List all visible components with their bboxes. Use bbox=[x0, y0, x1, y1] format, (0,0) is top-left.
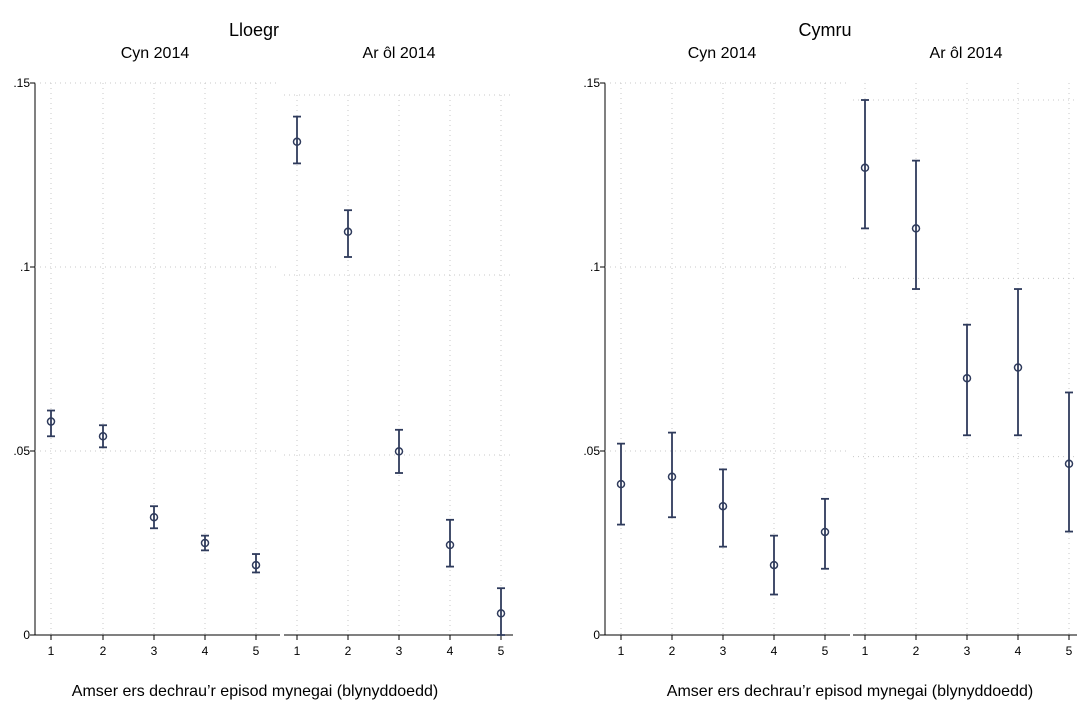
data-point bbox=[911, 224, 921, 233]
panel-after: Ar ôl 2014 1 2 3 4 5 bbox=[853, 45, 1077, 658]
x-tick-label: 1 bbox=[862, 644, 869, 658]
y-tick-label: 0 bbox=[593, 628, 600, 642]
chart-title: Lloegr bbox=[229, 20, 279, 40]
data-point bbox=[445, 540, 455, 550]
x-tick-label: 5 bbox=[822, 644, 829, 658]
x-axis-label: Amser ers dechrau’r episod mynegai (blyn… bbox=[72, 683, 438, 700]
y-tick-label: .1 bbox=[20, 260, 30, 274]
x-tick-label: 2 bbox=[669, 644, 676, 658]
data-point bbox=[251, 560, 261, 570]
data-point bbox=[496, 609, 506, 618]
data-point bbox=[292, 137, 302, 147]
panel-title: Ar ôl 2014 bbox=[363, 45, 436, 62]
x-tick-label: 2 bbox=[345, 644, 352, 658]
y-tick-label: 0 bbox=[23, 628, 30, 642]
chart-2: Cymru Cyn 2014 1 2 3 4 5 Ar ôl 2014 1 2 3 4 5 0 .05 .1.… bbox=[583, 20, 1077, 700]
x-tick-label: 3 bbox=[964, 644, 971, 658]
y-tick-label: .05 bbox=[583, 444, 600, 458]
data-point bbox=[394, 447, 404, 456]
x-tick-label: 3 bbox=[396, 644, 403, 658]
panel-title: Cyn 2014 bbox=[688, 45, 757, 62]
x-tick-label: 5 bbox=[253, 644, 260, 658]
data-point bbox=[149, 512, 159, 522]
panel-after: Ar ôl 2014 1 2 3 4 5 bbox=[284, 45, 513, 658]
panel-before: Cyn 2014 1 2 3 4 5 bbox=[605, 45, 850, 658]
chart-title: Cymru bbox=[799, 20, 852, 40]
x-tick-label: 4 bbox=[1015, 644, 1022, 658]
x-tick-label: 1 bbox=[294, 644, 301, 658]
x-tick-label: 2 bbox=[913, 644, 920, 658]
data-point bbox=[616, 479, 626, 489]
data-point bbox=[98, 432, 108, 441]
data-point bbox=[962, 373, 972, 383]
data-point bbox=[860, 163, 870, 173]
data-point bbox=[769, 560, 779, 570]
x-tick-label: 5 bbox=[1066, 644, 1073, 658]
x-tick-label: 3 bbox=[720, 644, 727, 658]
data-point bbox=[200, 538, 210, 548]
y-tick-label: .05 bbox=[13, 444, 30, 458]
y-tick-label: .15 bbox=[583, 76, 600, 90]
chart-1: Lloegr Cyn 2014 1 2 3 4 5 Ar ôl 2014 1 2 3 4 5 0 .05 .1… bbox=[13, 20, 513, 700]
data-point bbox=[343, 227, 353, 237]
x-tick-label: 1 bbox=[48, 644, 55, 658]
data-point bbox=[820, 527, 830, 537]
y-tick-label: .15 bbox=[13, 76, 30, 90]
panel-title: Ar ôl 2014 bbox=[930, 45, 1003, 62]
data-point bbox=[46, 417, 56, 426]
panel-title: Cyn 2014 bbox=[121, 45, 190, 62]
x-tick-label: 4 bbox=[202, 644, 209, 658]
data-point bbox=[667, 472, 677, 482]
data-point bbox=[718, 501, 728, 511]
x-tick-label: 2 bbox=[100, 644, 107, 658]
x-axis-label: Amser ers dechrau’r episod mynegai (blyn… bbox=[667, 683, 1033, 700]
data-point bbox=[1064, 459, 1074, 469]
x-tick-label: 5 bbox=[498, 644, 505, 658]
x-tick-label: 4 bbox=[447, 644, 454, 658]
x-tick-label: 3 bbox=[151, 644, 158, 658]
data-point bbox=[1013, 363, 1023, 372]
x-tick-label: 1 bbox=[618, 644, 625, 658]
y-tick-label: .1 bbox=[590, 260, 600, 274]
x-tick-label: 4 bbox=[771, 644, 778, 658]
panel-before: Cyn 2014 1 2 3 4 5 bbox=[35, 45, 280, 658]
